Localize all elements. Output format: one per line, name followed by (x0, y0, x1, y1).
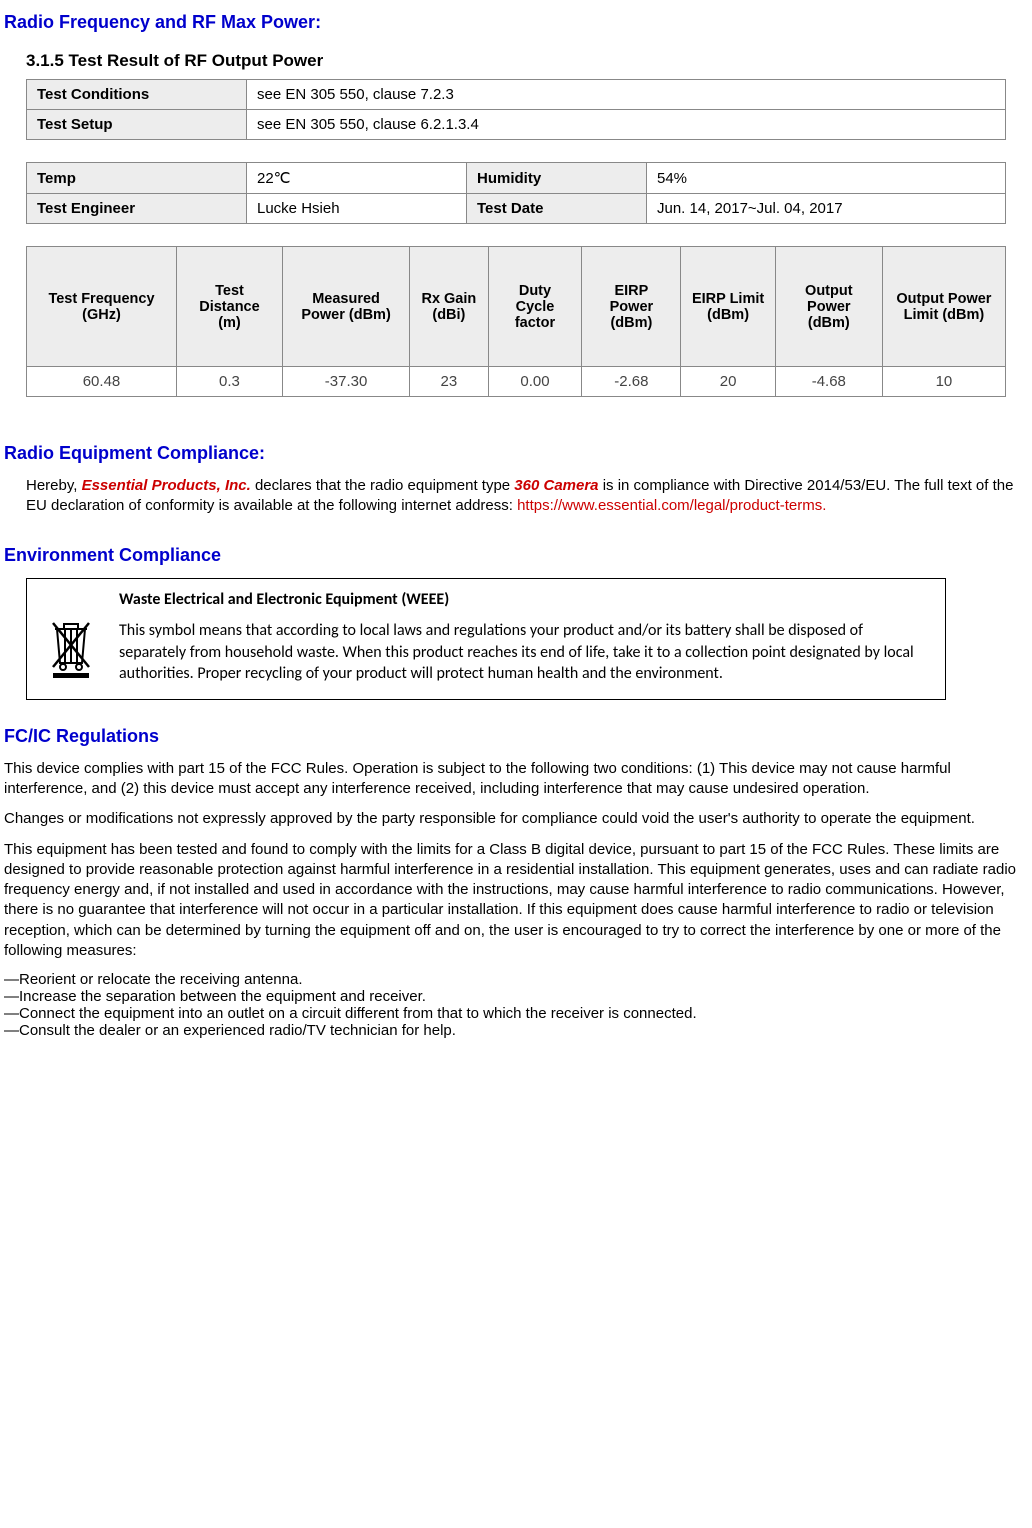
compliance-link: https://www.essential.com/legal/product-… (517, 497, 826, 514)
col-rx-gain: Rx Gain (dBi) (410, 247, 488, 367)
product-name: 360 Camera (514, 477, 598, 494)
fcc-paragraph-1: This device complies with part 15 of the… (4, 759, 1028, 800)
rf-output-power-table: Test Frequency (GHz) Test Distance (m) M… (26, 246, 1006, 397)
col-output-power-limit: Output Power Limit (dBm) (882, 247, 1005, 367)
col-output-power: Output Power (dBm) (775, 247, 882, 367)
fcc-measure-3: —Connect the equipment into an outlet on… (4, 1005, 1028, 1022)
col-measured-power: Measured Power (dBm) (282, 247, 409, 367)
cell-test-distance: 0.3 (177, 367, 283, 397)
cell-output-power-limit: 10 (882, 367, 1005, 397)
col-duty-cycle: Duty Cycle factor (488, 247, 582, 367)
cell-test-frequency: 60.48 (27, 367, 177, 397)
weee-body: This symbol means that according to loca… (119, 620, 931, 685)
temp-value: 22℃ (247, 163, 467, 194)
cell-measured-power: -37.30 (282, 367, 409, 397)
fcc-paragraph-2: Changes or modifications not expressly a… (4, 809, 1028, 829)
cell-output-power: -4.68 (775, 367, 882, 397)
test-engineer-label: Test Engineer (27, 194, 247, 224)
test-setup-label: Test Setup (27, 110, 247, 140)
fcc-measure-1: —Reorient or relocate the receiving ante… (4, 971, 1028, 988)
rec-text-2: declares that the radio equipment type (251, 477, 515, 494)
weee-bin-icon (41, 589, 101, 685)
temp-label: Temp (27, 163, 247, 194)
test-engineer-value: Lucke Hsieh (247, 194, 467, 224)
test-conditions-table: Test Conditions see EN 305 550, clause 7… (26, 79, 1006, 140)
test-date-value: Jun. 14, 2017~Jul. 04, 2017 (647, 194, 1006, 224)
heading-fcc-ic-regulations: FC/IC Regulations (4, 726, 1028, 747)
radio-equipment-compliance-text: Hereby, Essential Products, Inc. declare… (26, 476, 1028, 517)
test-environment-table: Temp 22℃ Humidity 54% Test Engineer Luck… (26, 162, 1006, 224)
company-name: Essential Products, Inc. (82, 477, 251, 494)
test-date-label: Test Date (467, 194, 647, 224)
humidity-value: 54% (647, 163, 1006, 194)
fcc-paragraph-3: This equipment has been tested and found… (4, 840, 1028, 962)
heading-radio-equipment-compliance: Radio Equipment Compliance: (4, 443, 1028, 464)
section-3-1-5-title: 3.1.5 Test Result of RF Output Power (26, 51, 1028, 71)
col-eirp-power: EIRP Power (dBm) (582, 247, 681, 367)
humidity-label: Humidity (467, 163, 647, 194)
heading-environment-compliance: Environment Compliance (4, 545, 1028, 566)
col-test-distance: Test Distance (m) (177, 247, 283, 367)
weee-title: Waste Electrical and Electronic Equipmen… (119, 589, 931, 611)
fcc-measure-4: —Consult the dealer or an experienced ra… (4, 1022, 1028, 1039)
rec-text-1: Hereby, (26, 477, 82, 494)
cell-duty-cycle: 0.00 (488, 367, 582, 397)
cell-eirp-power: -2.68 (582, 367, 681, 397)
test-setup-value: see EN 305 550, clause 6.2.1.3.4 (247, 110, 1006, 140)
cell-eirp-limit: 20 (681, 367, 775, 397)
cell-rx-gain: 23 (410, 367, 488, 397)
test-conditions-value: see EN 305 550, clause 7.2.3 (247, 80, 1006, 110)
test-conditions-label: Test Conditions (27, 80, 247, 110)
col-eirp-limit: EIRP Limit (dBm) (681, 247, 775, 367)
weee-box: Waste Electrical and Electronic Equipmen… (26, 578, 946, 700)
heading-rf-power: Radio Frequency and RF Max Power: (4, 12, 1028, 33)
col-test-frequency: Test Frequency (GHz) (27, 247, 177, 367)
fcc-measure-2: —Increase the separation between the equ… (4, 988, 1028, 1005)
